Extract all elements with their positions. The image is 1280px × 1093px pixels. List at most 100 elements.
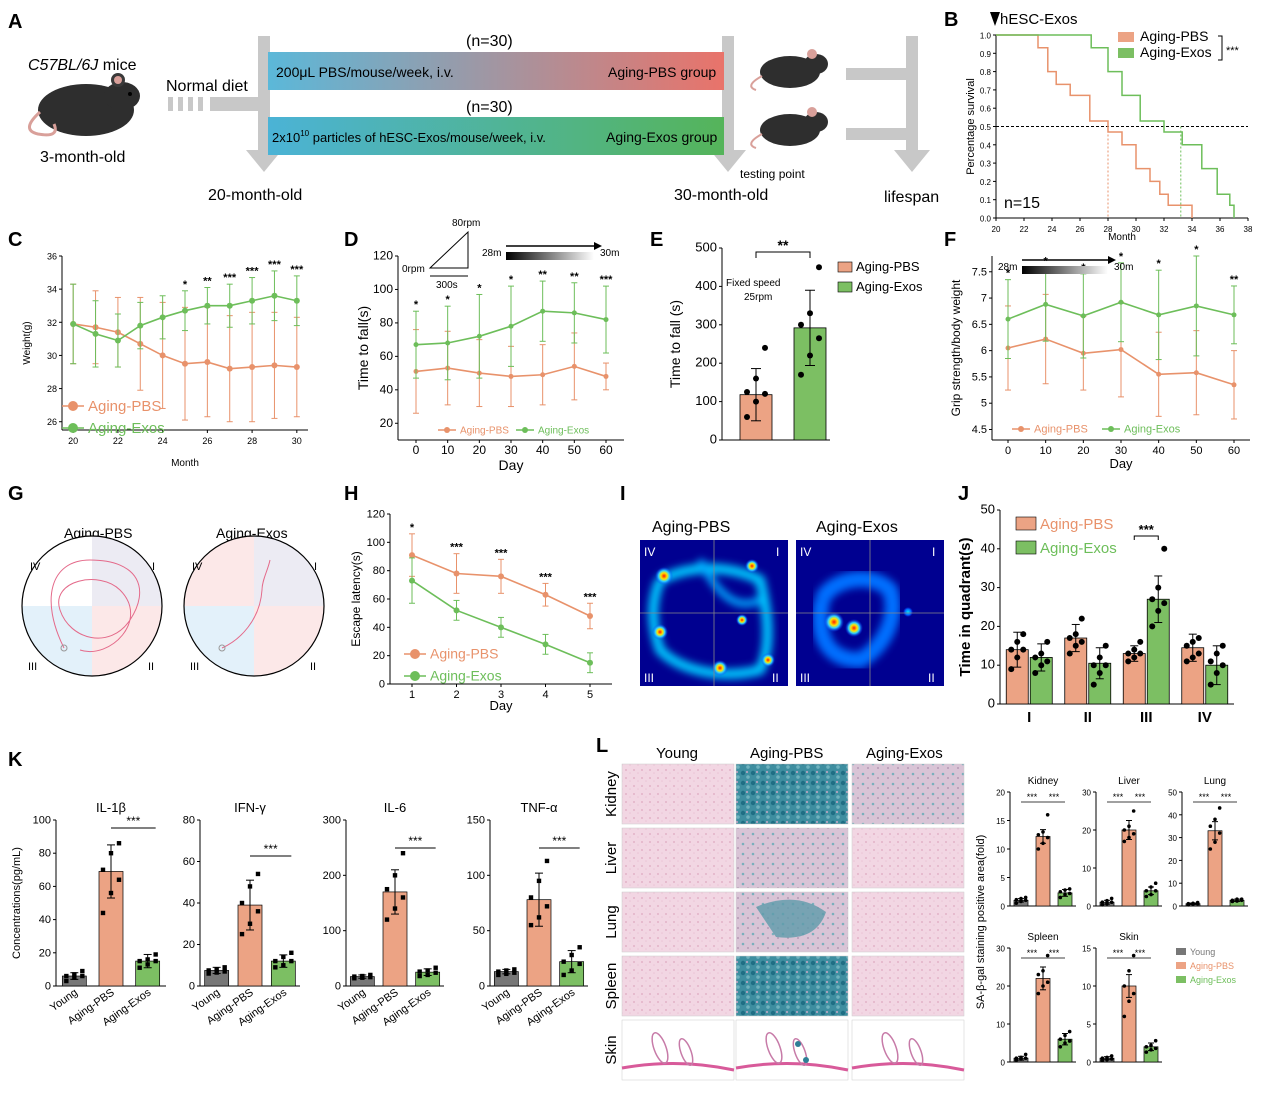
- y-tick-label: 0.9: [980, 50, 992, 59]
- data-point: [417, 973, 422, 979]
- significance-marker: ***: [290, 264, 304, 276]
- data-point: [1102, 662, 1109, 669]
- sa-bgal-l-liver: 0 10 20 30 Liver *** ***: [1082, 776, 1162, 912]
- y-tick-label: 100: [367, 537, 385, 549]
- y-tick-label: 200: [695, 355, 717, 370]
- data-point: [1153, 881, 1158, 885]
- exos-dose-exp: 10: [300, 129, 309, 138]
- sig-bracket: [755, 251, 811, 258]
- y-axis-label: Time to fall(s): [355, 306, 371, 390]
- data-point: [1096, 654, 1103, 661]
- data-point: [1127, 824, 1131, 828]
- quad-i-g1: I: [152, 561, 155, 573]
- data-point: [1008, 646, 1015, 653]
- y-tick-label: 0: [710, 432, 717, 447]
- chart-title: Spleen: [1027, 932, 1058, 943]
- data-point: [1161, 600, 1168, 607]
- legend-marker: [410, 649, 420, 659]
- data-point: [571, 310, 577, 316]
- data-point: [145, 957, 150, 962]
- data-point: [1067, 1039, 1072, 1043]
- data-point: [1213, 840, 1217, 844]
- x-axis-label: Day: [1109, 456, 1133, 471]
- y-tick-label: 60: [373, 594, 385, 606]
- y-tick-label: 0: [335, 981, 341, 993]
- data-point: [1090, 681, 1097, 688]
- legend-marker: [1108, 426, 1114, 432]
- data-point: [64, 978, 69, 984]
- row-label-lung: Lung: [603, 905, 620, 938]
- col-aging-pbs: Aging-PBS: [750, 745, 823, 762]
- y-tick-label: 40: [1168, 811, 1177, 820]
- data-point: [352, 974, 357, 979]
- hair-follicle: [881, 1032, 899, 1064]
- panel-d-letter: D: [344, 229, 358, 251]
- data-point: [80, 968, 85, 974]
- data-point: [1067, 887, 1072, 891]
- y-tick-label: 0.0: [980, 215, 992, 224]
- exos-dose-base: 2x10: [272, 130, 300, 145]
- tissue-image: [621, 891, 735, 953]
- data-point: [1032, 669, 1039, 676]
- panel-l-letter: L: [596, 735, 608, 757]
- data-point: [409, 552, 415, 559]
- data-point: [1063, 892, 1067, 897]
- y-tick-label: 10: [981, 657, 995, 672]
- y-tick-label: 40: [39, 914, 51, 926]
- y-tick-label: 10: [996, 1021, 1005, 1030]
- data-point: [453, 607, 460, 614]
- y-tick-label: 50: [1168, 789, 1177, 798]
- y-tick-label: 0.1: [980, 196, 992, 205]
- data-point: [571, 363, 577, 369]
- y-tick-label: 5: [1087, 1021, 1092, 1030]
- cytokine-chart-2: 0100200300IL-6YoungAging-PBSAging-Exos**…: [323, 800, 444, 1029]
- data-point: [153, 952, 158, 957]
- significance-marker: *: [1044, 256, 1049, 268]
- y-tick-label: 500: [695, 240, 717, 255]
- data-point: [528, 922, 534, 928]
- significance-marker: **: [538, 269, 547, 281]
- y-tick-label: 300: [695, 316, 717, 331]
- chart-title: Kidney: [1028, 776, 1059, 787]
- hair-follicle: [651, 1032, 669, 1064]
- quad-iv-i2: IV: [800, 545, 811, 559]
- significance-marker: ***: [1027, 948, 1038, 958]
- data-point: [108, 851, 114, 856]
- data-point: [1217, 806, 1222, 810]
- data-point: [368, 974, 373, 980]
- chart-title: IFN-γ: [234, 800, 266, 815]
- data-point: [744, 389, 750, 395]
- stain-dot: [803, 1057, 809, 1063]
- data-point: [542, 641, 549, 648]
- significance-marker: *: [1006, 268, 1011, 280]
- y-tick-label: 40: [380, 382, 394, 396]
- data-point: [561, 959, 566, 964]
- data-point: [1137, 638, 1144, 645]
- y-tick-label: 0: [479, 981, 485, 993]
- data-point: [1149, 1048, 1153, 1052]
- y-tick-label: 5.5: [972, 371, 987, 383]
- quad-ii-i1: II: [772, 671, 779, 685]
- y-tick-label: 30: [1082, 789, 1091, 798]
- data-point: [1122, 839, 1127, 844]
- data-point: [1036, 847, 1041, 851]
- x-tick-label: II: [1084, 709, 1092, 726]
- data-point: [100, 867, 106, 872]
- data-point: [271, 362, 278, 369]
- row-label-liver: Liver: [603, 842, 620, 875]
- age-mid-label: 20-month-old: [208, 187, 302, 204]
- data-point: [1063, 888, 1067, 892]
- data-point: [1096, 669, 1103, 676]
- data-point: [445, 340, 451, 346]
- y-tick-label: 0: [45, 981, 51, 993]
- y-tick-label: 10: [1168, 880, 1177, 889]
- data-point: [504, 971, 509, 977]
- x-axis-label: Month: [171, 458, 199, 469]
- data-point: [159, 352, 166, 359]
- data-point: [1109, 1054, 1114, 1058]
- y-tick-label: 80: [183, 815, 195, 827]
- significance-marker: ***: [1027, 792, 1038, 802]
- y-tick-label: 50: [473, 925, 485, 937]
- data-point: [1066, 635, 1073, 642]
- data-point: [182, 307, 188, 314]
